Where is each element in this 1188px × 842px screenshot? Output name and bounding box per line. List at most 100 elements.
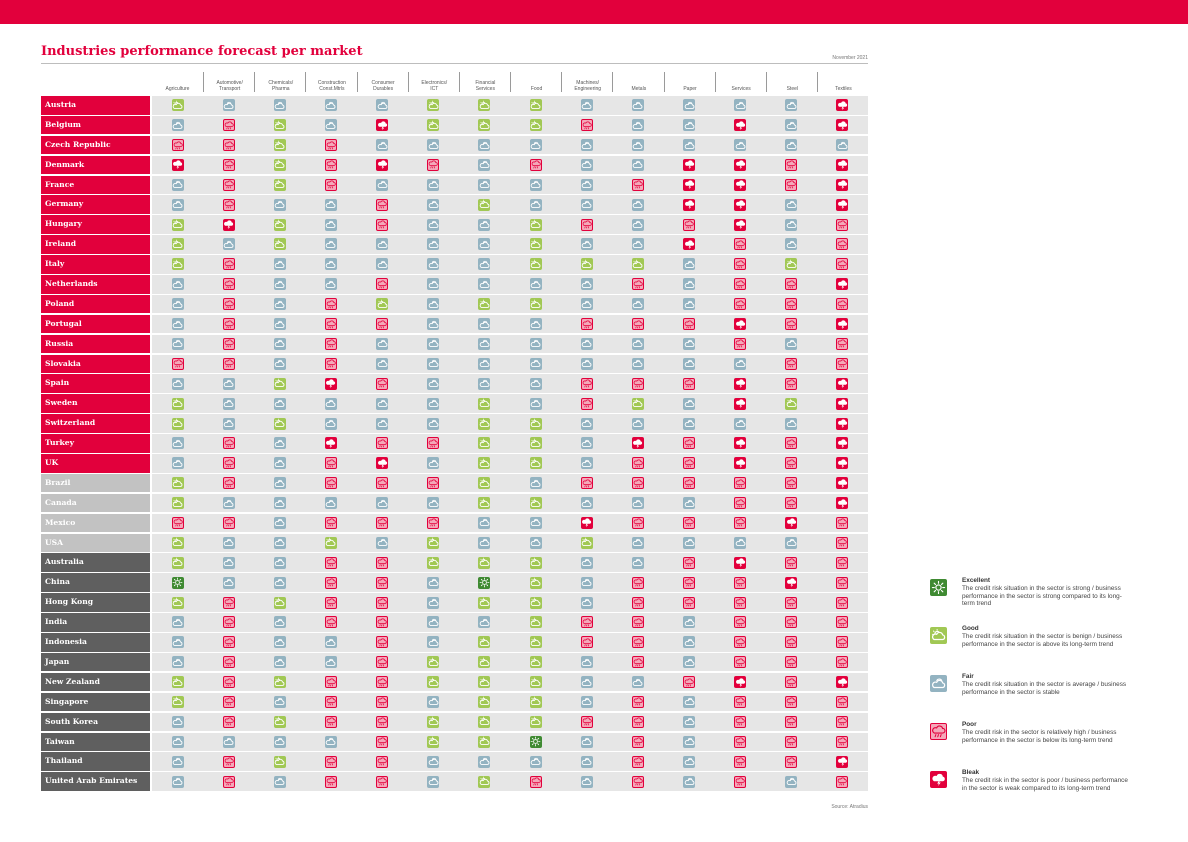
rating-cell <box>357 673 408 692</box>
rain-cloud-icon <box>376 636 389 649</box>
rain-cloud-icon <box>631 576 644 589</box>
rating-cell <box>664 673 715 692</box>
cloud-icon <box>273 357 286 370</box>
cloud-icon <box>785 119 798 132</box>
sector-header: Electronics/ ICT <box>407 72 460 92</box>
market-name: Denmark <box>41 155 150 175</box>
storm-cloud-icon <box>734 218 747 231</box>
cloud-icon <box>273 337 286 350</box>
cloud-icon <box>529 198 542 211</box>
cloud-icon <box>376 417 389 430</box>
rating-cell <box>715 573 766 592</box>
cloud-icon <box>478 238 491 251</box>
cloud-icon <box>171 775 184 788</box>
rating-cell <box>203 116 254 135</box>
rain-cloud-icon <box>376 377 389 390</box>
sun-behind-cloud-icon <box>427 715 440 728</box>
cloud-icon <box>376 258 389 271</box>
rating-cell <box>357 414 408 433</box>
rating-cell <box>408 374 459 393</box>
rating-cell <box>510 772 561 791</box>
rating-cell <box>766 374 817 393</box>
rating-cells <box>152 473 868 493</box>
rain-cloud-icon <box>836 258 849 271</box>
rating-cell <box>408 156 459 175</box>
rating-cell <box>766 752 817 771</box>
sector-header: Paper <box>663 72 716 92</box>
rating-cell <box>254 235 305 254</box>
rain-cloud-icon <box>683 576 695 589</box>
sector-header: Automotive/ Transport <box>203 72 255 92</box>
sun-behind-cloud-icon <box>478 497 491 510</box>
storm-cloud-icon <box>930 771 947 788</box>
rating-cell <box>357 156 408 175</box>
cloud-icon <box>529 397 542 410</box>
sun-behind-cloud-icon <box>273 218 286 231</box>
rating-cells <box>152 235 868 254</box>
rating-cell <box>357 494 408 513</box>
market-name: Poland <box>41 294 150 314</box>
rating-cell <box>766 136 817 155</box>
cloud-icon <box>580 497 593 510</box>
market-name: Taiwan <box>41 732 150 751</box>
rating-cell <box>459 434 510 453</box>
sun-behind-cloud-icon <box>529 457 542 470</box>
cloud-icon <box>580 457 593 470</box>
rating-cell <box>459 136 510 155</box>
rating-cell <box>817 156 868 175</box>
rating-cell <box>459 553 510 572</box>
sun-behind-cloud-icon <box>273 139 286 152</box>
sector-header: Agriculture <box>165 86 190 92</box>
rating-cell <box>254 693 305 712</box>
rain-cloud-icon <box>836 775 849 788</box>
storm-cloud-icon <box>836 397 849 410</box>
legend-name: Fair <box>962 673 974 680</box>
rating-cells <box>152 692 868 712</box>
rating-cell <box>715 176 766 195</box>
rating-cell <box>766 215 817 234</box>
legend-description: The credit risk in the sector is relativ… <box>962 729 1117 744</box>
sun-behind-cloud-icon <box>529 596 542 609</box>
rating-cell <box>561 96 612 115</box>
rain-cloud-icon <box>376 695 389 708</box>
rating-cell <box>152 514 203 533</box>
rain-cloud-icon <box>324 695 337 708</box>
rating-cell <box>408 633 459 652</box>
rating-cell <box>254 176 305 195</box>
rating-cell <box>664 534 715 553</box>
rating-cell <box>459 176 510 195</box>
rating-cell <box>305 235 356 254</box>
rating-cell <box>561 136 612 155</box>
rain-cloud-icon <box>222 596 235 609</box>
rain-cloud-icon <box>683 477 695 490</box>
cloud-icon <box>273 477 286 490</box>
rating-cell <box>817 494 868 513</box>
rating-cell <box>203 633 254 652</box>
storm-cloud-icon <box>376 457 389 470</box>
rain-cloud-icon <box>222 158 235 171</box>
sun-behind-cloud-icon <box>529 119 542 132</box>
rating-cell <box>459 593 510 612</box>
rating-cell <box>152 136 203 155</box>
rating-cell <box>254 355 305 374</box>
rating-cell <box>561 335 612 354</box>
rating-cell <box>510 116 561 135</box>
rating-cell <box>408 673 459 692</box>
rain-cloud-icon <box>222 318 235 331</box>
rating-cell <box>152 653 203 672</box>
cloud-icon <box>580 676 593 689</box>
legend-item-poor: Poor The credit risk in the sector is rel… <box>930 721 1135 769</box>
rating-cell <box>817 116 868 135</box>
rain-cloud-icon <box>222 178 235 191</box>
rating-cell <box>766 633 817 652</box>
rain-cloud-icon <box>734 636 747 649</box>
storm-cloud-icon <box>836 198 849 211</box>
cloud-icon <box>376 357 389 370</box>
rating-cell <box>203 454 254 473</box>
sun-behind-cloud-icon <box>478 198 491 211</box>
rating-cell <box>817 553 868 572</box>
market-name: Japan <box>41 652 150 672</box>
sector-header: Services <box>714 72 767 92</box>
rating-cell <box>664 96 715 115</box>
rating-cell <box>561 315 612 334</box>
